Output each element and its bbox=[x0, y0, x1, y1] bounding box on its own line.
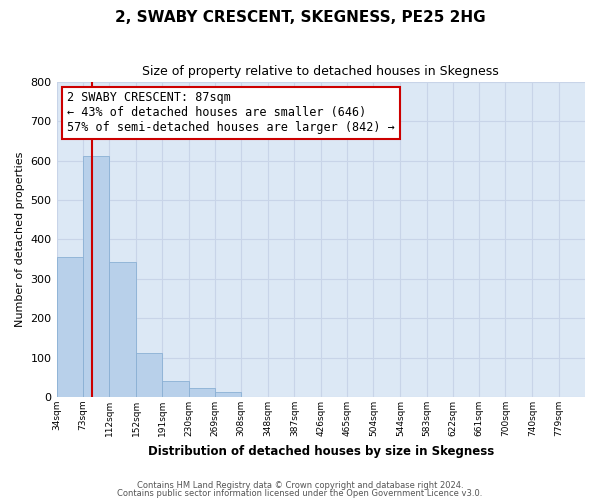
X-axis label: Distribution of detached houses by size in Skegness: Distribution of detached houses by size … bbox=[148, 444, 494, 458]
Text: Contains public sector information licensed under the Open Government Licence v3: Contains public sector information licen… bbox=[118, 489, 482, 498]
Bar bbox=[83, 156, 109, 397]
Bar bbox=[215, 392, 241, 397]
Title: Size of property relative to detached houses in Skegness: Size of property relative to detached ho… bbox=[142, 65, 499, 78]
Text: 2 SWABY CRESCENT: 87sqm
← 43% of detached houses are smaller (646)
57% of semi-d: 2 SWABY CRESCENT: 87sqm ← 43% of detache… bbox=[67, 92, 395, 134]
Text: 2, SWABY CRESCENT, SKEGNESS, PE25 2HG: 2, SWABY CRESCENT, SKEGNESS, PE25 2HG bbox=[115, 10, 485, 25]
Y-axis label: Number of detached properties: Number of detached properties bbox=[15, 152, 25, 327]
Bar bbox=[136, 352, 163, 397]
Bar bbox=[188, 388, 215, 397]
Bar bbox=[56, 257, 83, 397]
Bar bbox=[109, 262, 136, 397]
Bar bbox=[163, 382, 188, 397]
Text: Contains HM Land Registry data © Crown copyright and database right 2024.: Contains HM Land Registry data © Crown c… bbox=[137, 480, 463, 490]
